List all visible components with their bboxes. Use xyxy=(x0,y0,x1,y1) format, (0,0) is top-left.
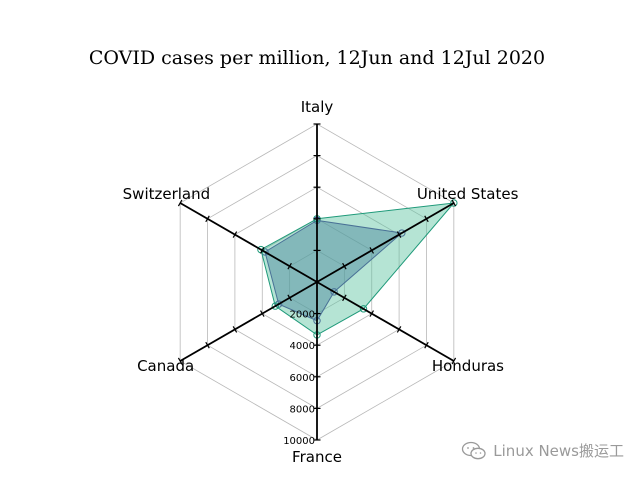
axis-2-tick-2000 xyxy=(342,294,347,302)
label-layer: 2000 4000 6000 8000 10000 Italy United States H… xyxy=(123,98,519,466)
series-1-point-1 xyxy=(450,199,458,207)
r-tick-label-6000: 6000 xyxy=(290,373,315,384)
axis-2-tick-6000 xyxy=(396,326,402,333)
watermark: Linux News搬运工 xyxy=(461,440,624,461)
axis-layer xyxy=(177,123,457,441)
series-1-point-4 xyxy=(271,302,279,310)
category-label-france: France xyxy=(292,448,342,466)
wechat-icon xyxy=(462,441,486,459)
r-tick-label-8000: 8000 xyxy=(290,404,315,415)
category-label-united-states: United States xyxy=(417,185,519,203)
category-label-italy: Italy xyxy=(301,98,334,116)
series-0-point-2 xyxy=(330,288,338,296)
axis-2-tick-10000 xyxy=(451,357,457,365)
category-label-switzerland: Switzerland xyxy=(123,185,211,203)
axis-1-tick-8000 xyxy=(424,215,429,223)
axis-4-tick-10000 xyxy=(177,357,183,365)
axis-4-tick-6000 xyxy=(232,326,238,333)
axis-5-tick-2000 xyxy=(287,262,292,270)
axis-2-tick-4000 xyxy=(369,310,375,317)
axis-1-tick-10000 xyxy=(451,199,457,207)
axis-1 xyxy=(316,202,455,283)
axis-4-tick-4000 xyxy=(259,310,265,317)
chart-title: COVID cases per million, 12Jun and 12Jul… xyxy=(89,47,545,69)
axis-1-tick-6000 xyxy=(396,231,402,238)
axis-2-tick-8000 xyxy=(424,341,429,349)
axis-5 xyxy=(179,202,318,283)
axis-4-tick-8000 xyxy=(205,341,210,349)
axis-5-tick-4000 xyxy=(259,247,265,254)
watermark-text: Linux News搬运工 xyxy=(493,442,624,460)
axis-1-tick-2000 xyxy=(342,262,347,270)
series-1-point-2 xyxy=(359,305,368,313)
r-tick-label-4000: 4000 xyxy=(290,341,315,352)
r-tick-label-2000: 2000 xyxy=(290,310,315,321)
axis-2 xyxy=(316,281,455,362)
axis-5-tick-8000 xyxy=(205,215,210,223)
axis-4 xyxy=(179,281,318,362)
category-label-canada: Canada xyxy=(137,357,194,375)
axis-5-tick-10000 xyxy=(177,199,183,207)
category-label-honduras: Honduras xyxy=(432,357,504,375)
axis-5-tick-6000 xyxy=(232,231,238,238)
axis-4-tick-2000 xyxy=(287,294,292,302)
r-tick-label-10000: 10000 xyxy=(283,436,315,447)
axis-1-tick-4000 xyxy=(369,247,375,254)
